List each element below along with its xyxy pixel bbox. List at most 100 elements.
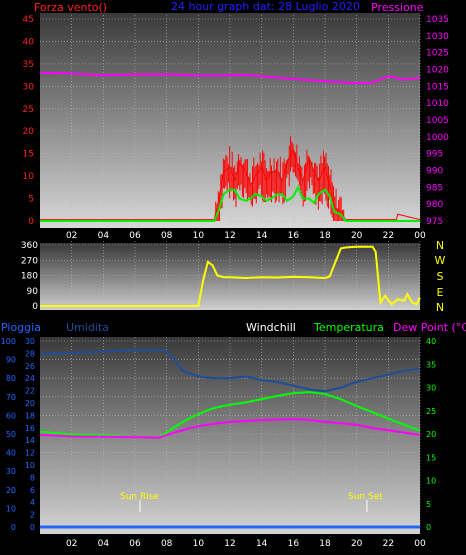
humidity-y-tick: 70	[6, 393, 16, 402]
dir-y-tick: 0	[32, 302, 38, 312]
wind-y-tick: 15	[23, 150, 34, 160]
humidity-y-tick: 20	[6, 486, 16, 495]
wind-x-tick: 20	[351, 231, 363, 241]
wind-axis-title: Forza vento()	[34, 1, 107, 14]
bottom-x-tick: 16	[288, 539, 300, 549]
temperature-y-tick: 20	[426, 430, 436, 439]
pressure-y-tick: 1010	[426, 99, 449, 109]
pressure-y-tick: 1035	[426, 15, 449, 25]
pressure-y-tick: 975	[426, 217, 443, 227]
pressure-y-tick: 1030	[426, 32, 449, 42]
dir-y-tick: 180	[21, 272, 38, 282]
wind-y-tick: 10	[23, 172, 35, 182]
wind-y-tick: 5	[28, 195, 34, 205]
rain-y-tick: 26	[25, 362, 35, 371]
humidity-axis-title: Umidita	[66, 321, 109, 334]
dewpoint-legend: Dew Point (°C)	[393, 321, 466, 334]
rain-y-tick: 24	[25, 374, 35, 383]
humidity-y-tick: 90	[6, 356, 16, 365]
humidity-y-tick: 100	[1, 337, 16, 346]
wind-y-tick: 40	[23, 37, 35, 47]
pressure-y-tick: 1005	[426, 116, 449, 126]
bottom-x-tick: 04	[98, 539, 110, 549]
series-layer	[39, 71, 421, 529]
rain-y-tick: 28	[25, 349, 35, 358]
pressure-y-tick: 980	[426, 200, 443, 210]
wind-x-tick: 06	[129, 231, 141, 241]
series-vento-medio	[40, 185, 420, 222]
series-dew-point	[39, 418, 421, 439]
rain-y-tick: 10	[25, 461, 35, 470]
sunset-label: Sun Set	[348, 492, 383, 502]
series-pressione	[40, 71, 421, 84]
temperature-y-tick: 30	[426, 384, 436, 393]
wind-y-tick: 30	[23, 82, 35, 92]
pressure-y-tick: 1015	[426, 82, 449, 92]
compass-label: S	[437, 270, 444, 283]
chart-title: 24 hour graph dat: 28 Luglio 2020	[171, 0, 360, 13]
rain-y-tick: 30	[25, 337, 35, 346]
rain-axis-title: Pioggia	[1, 321, 41, 334]
pressure-y-tick: 1000	[426, 133, 449, 143]
rain-y-tick: 20	[25, 399, 35, 408]
pressure-y-tick: 985	[426, 183, 443, 193]
wind-x-tick: 22	[383, 231, 394, 241]
pressure-axis-title: Pressione	[371, 1, 424, 14]
humidity-y-tick: 50	[6, 430, 16, 439]
wind-x-tick: 16	[288, 231, 300, 241]
rain-y-tick: 22	[25, 387, 35, 396]
wind-x-tick: 12	[224, 231, 235, 241]
wind-y-tick: 0	[28, 217, 34, 227]
wind-y-tick: 25	[23, 105, 34, 115]
humidity-y-tick: 10	[6, 504, 16, 513]
temperature-y-tick: 35	[426, 360, 436, 369]
bottom-x-tick: 10	[193, 539, 205, 549]
humidity-y-tick: 40	[6, 449, 16, 458]
compass-label: N	[436, 301, 444, 314]
humidity-y-tick: 80	[6, 374, 16, 383]
pressure-y-tick: 1025	[426, 49, 449, 59]
wind-x-tick: 10	[193, 231, 205, 241]
temperature-y-tick: 15	[426, 453, 436, 462]
rain-y-tick: 4	[30, 498, 35, 507]
humidity-y-tick: 30	[6, 467, 16, 476]
wind-x-tick: 14	[256, 231, 268, 241]
rain-y-tick: 12	[25, 449, 35, 458]
wind-x-tick: 00	[414, 231, 426, 241]
humidity-y-tick: 0	[11, 523, 16, 532]
wind-x-tick: 04	[98, 231, 110, 241]
pressure-y-tick: 1020	[426, 66, 449, 76]
wind-x-tick: 18	[319, 231, 331, 241]
temperature-y-tick: 5	[426, 500, 431, 509]
bottom-x-tick: 02	[66, 539, 77, 549]
rain-y-tick: 6	[30, 486, 35, 495]
bottom-x-tick: 08	[161, 539, 173, 549]
series-umidita	[39, 349, 421, 393]
rain-y-tick: 18	[25, 411, 35, 420]
bottom-x-tick: 14	[256, 539, 268, 549]
temperature-y-tick: 40	[426, 337, 436, 346]
wind-y-tick: 35	[23, 60, 34, 70]
temperature-legend: Temperatura	[313, 321, 384, 334]
temperature-y-tick: 25	[426, 407, 436, 416]
compass-label: E	[437, 286, 444, 299]
tick-labels: 0510152025303540459759809859909951000100…	[1, 15, 449, 549]
compass-label: N	[436, 239, 444, 252]
compass-label: W	[435, 254, 446, 267]
wind-x-tick: 08	[161, 231, 173, 241]
bottom-x-tick: 06	[129, 539, 141, 549]
series-wind-direction	[40, 245, 421, 307]
pressure-y-tick: 995	[426, 150, 443, 160]
bottom-x-tick: 22	[383, 539, 394, 549]
sunrise-label: Sun Rise	[120, 492, 159, 502]
pressure-y-tick: 990	[426, 167, 443, 177]
bottom-x-tick: 18	[319, 539, 331, 549]
wind-y-tick: 45	[23, 15, 34, 25]
rain-y-tick: 2	[30, 511, 35, 520]
temperature-y-tick: 10	[426, 477, 436, 486]
wind-x-tick: 02	[66, 231, 77, 241]
windchill-legend: Windchill	[246, 321, 296, 334]
wind-y-tick: 20	[23, 127, 35, 137]
dir-y-tick: 360	[21, 241, 38, 251]
